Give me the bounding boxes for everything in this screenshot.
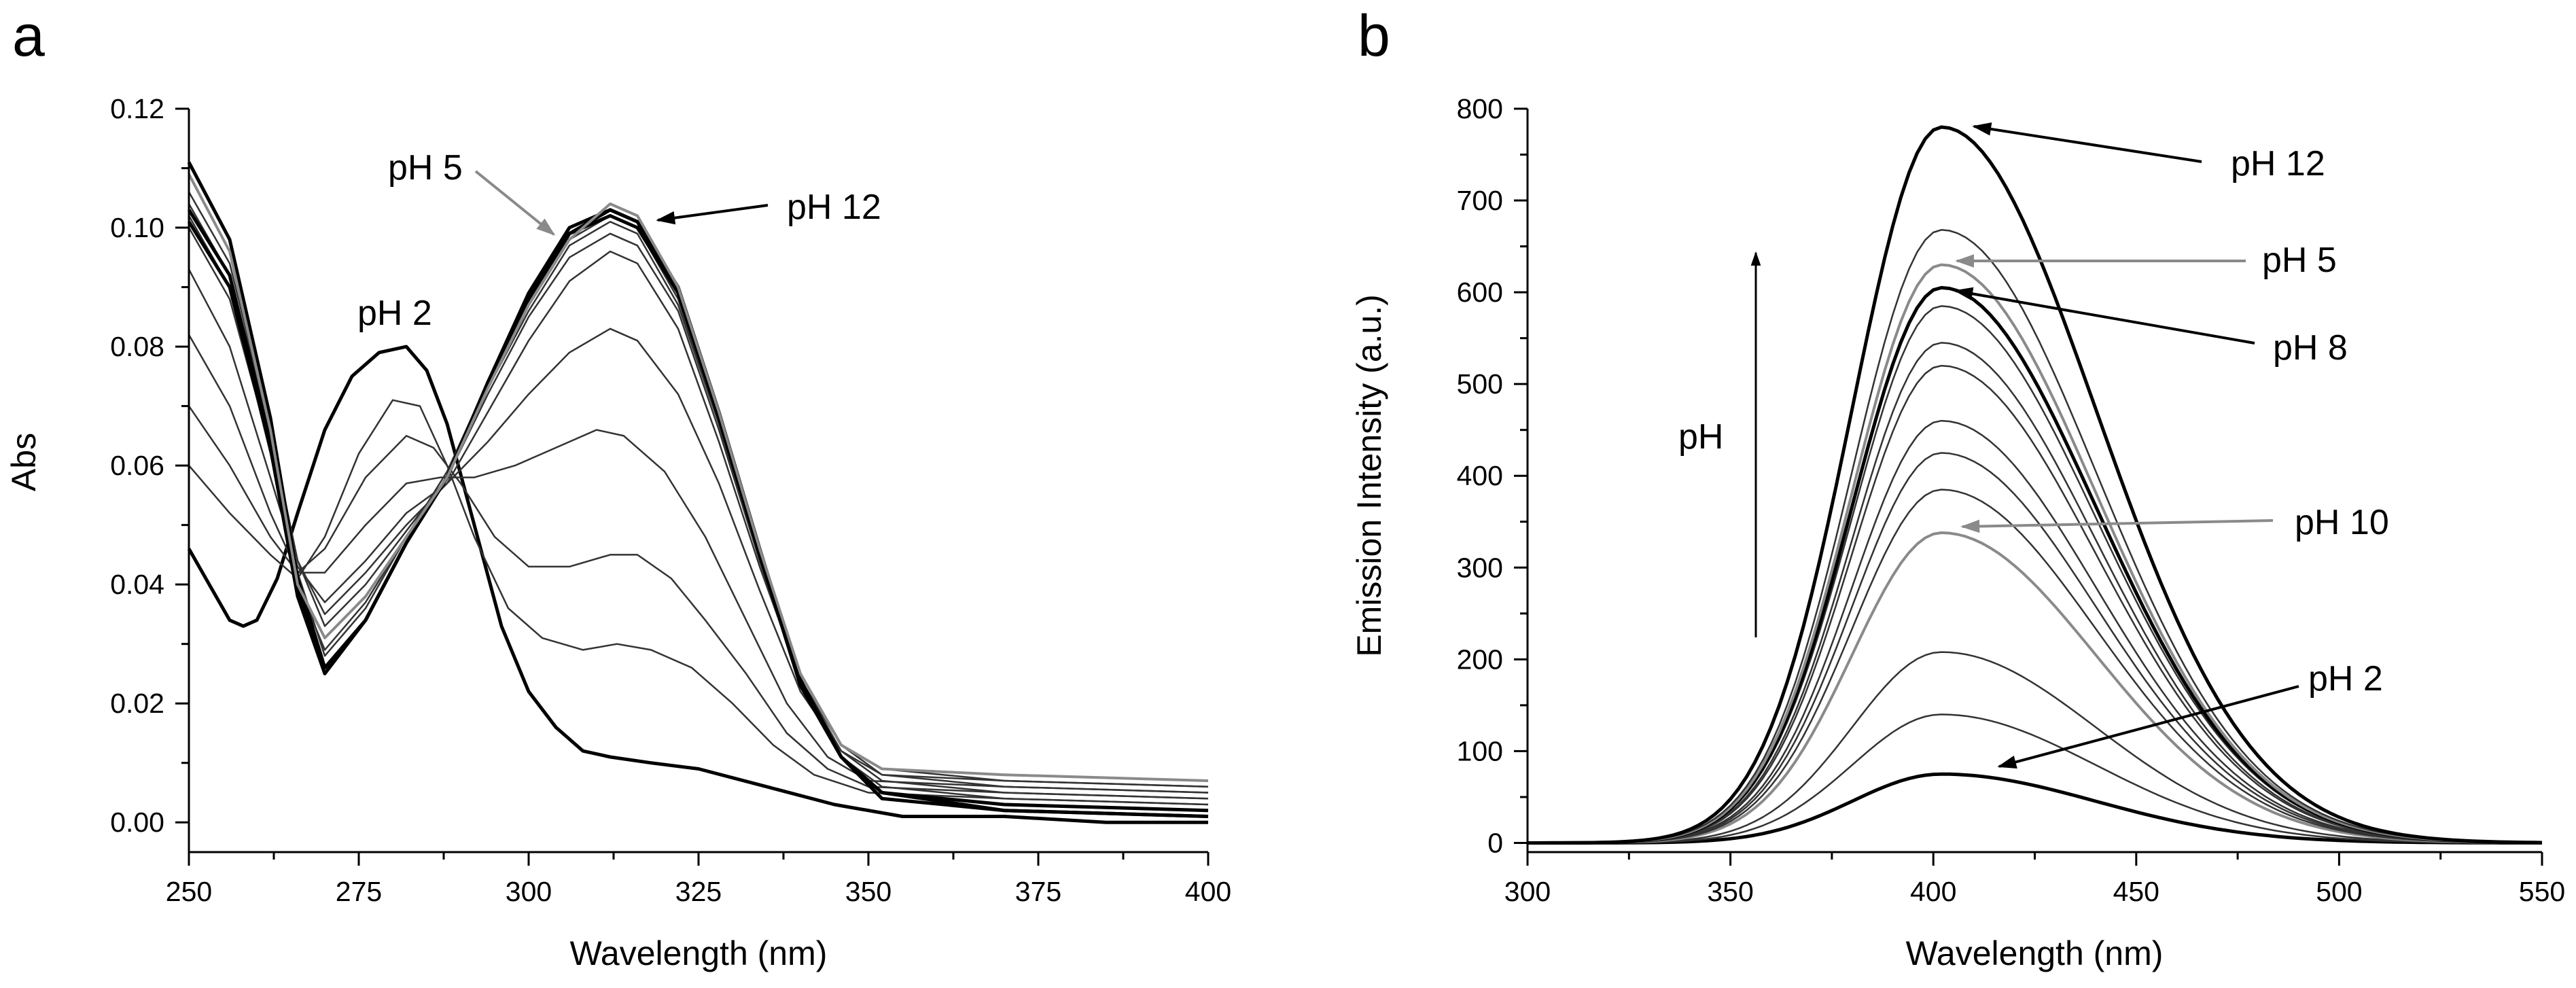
panel-b-chart: 300 350 400 450 500 550 0 100 200 300 400 500 600 700…	[1350, 93, 2565, 972]
y-tick-label-a: 0.12	[110, 93, 164, 124]
series-line-a-ph-5-grey-	[188, 173, 1209, 782]
panel-a-axes: 250 275 300 325 350 375 400 0.00 0.02 0.04 0.06 0.0…	[110, 93, 1231, 907]
series-line-b-ph-4	[1528, 651, 2543, 844]
annotation-b-ph10: pH 10	[2295, 503, 2389, 542]
arrow-b-ph2	[1997, 685, 2299, 769]
series-line-a-ph-12	[187, 208, 1209, 818]
y-tick-label-b: 800	[1457, 93, 1503, 124]
series-line-a-ph-9	[188, 191, 1209, 806]
series-line-a-ph-7	[188, 203, 1209, 794]
y-tick-label-b: 0	[1487, 827, 1503, 858]
x-tick-label-a: 375	[1015, 876, 1061, 907]
series-line-b-ph-11	[1528, 229, 2543, 844]
series-line-b-ph-7-5	[1528, 305, 2543, 844]
annotation-b-ph2: pH 2	[2308, 659, 2383, 699]
arrow-a-ph12	[656, 204, 769, 225]
panel-b-label: b	[1358, 3, 1390, 69]
panel-a-y-axis-title: Abs	[5, 433, 43, 491]
y-tick-label-b: 200	[1457, 643, 1503, 675]
annotation-b-ph-trend: pH	[1678, 417, 1723, 457]
series-line-a-ph-11	[187, 209, 1209, 818]
series-line-a-ph-10	[187, 161, 1209, 813]
annotation-a-ph5: pH 5	[388, 148, 463, 188]
x-tick-label-a: 400	[1185, 876, 1231, 907]
y-tick-label-b: 100	[1457, 735, 1503, 766]
panel-a-x-axis-title: Wavelength (nm)	[570, 934, 828, 972]
y-tick-label-a: 0.02	[110, 688, 164, 719]
series-line-b-ph-9	[1528, 489, 2542, 844]
x-tick-label-a: 325	[675, 876, 722, 907]
panel-b-x-axis-title: Wavelength (nm)	[1906, 934, 2164, 972]
annotation-b-ph8: pH 8	[2273, 328, 2348, 368]
panel-a-series-group	[187, 161, 1209, 824]
arrow-a-ph5	[474, 170, 556, 236]
series-line-a-ph-8	[188, 215, 1209, 800]
x-tick-label-a: 350	[845, 876, 892, 907]
arrow-b-ph10	[1960, 519, 2274, 533]
series-line-a-ph-4	[188, 405, 1209, 800]
series-line-a-ph-2	[187, 345, 1208, 824]
y-tick-label-a: 0.08	[110, 331, 164, 362]
y-tick-label-a: 0.00	[110, 807, 164, 838]
x-tick-label-b: 550	[2519, 876, 2565, 907]
x-tick-label-b: 500	[2316, 876, 2362, 907]
panel-b-axes: 300 350 400 450 500 550 0 100 200 300 400 500 600 700…	[1457, 93, 2566, 907]
series-line-a-ph-6	[188, 227, 1209, 788]
y-tick-label-b: 400	[1457, 460, 1503, 491]
arrow-b-ph8	[1954, 287, 2255, 345]
series-line-a-ph-4-5	[188, 334, 1209, 794]
y-tick-label-b: 300	[1457, 552, 1503, 583]
annotation-b-ph5: pH 5	[2262, 241, 2337, 280]
y-tick-label-b: 500	[1457, 368, 1503, 400]
series-line-b-ph-6	[1528, 419, 2543, 844]
panel-a-label: a	[12, 3, 45, 69]
panel-a-annotations: pH 5 pH 12 pH 2	[357, 148, 881, 333]
series-line-b-ph-2	[1528, 772, 2542, 845]
annotation-a-ph2: pH 2	[357, 294, 432, 333]
panel-a-chart: 250 275 300 325 350 375 400 0.00 0.02 0.04 0.06 0.0…	[5, 93, 1231, 972]
y-tick-label-a: 0.06	[110, 450, 164, 481]
panel-b-series-group	[1528, 125, 2543, 845]
series-line-b-ph-3	[1528, 713, 2542, 844]
series-line-b-ph-12	[1528, 125, 2543, 845]
x-tick-label-a: 275	[336, 876, 382, 907]
series-line-b-ph-8	[1528, 285, 2543, 845]
x-tick-label-a: 250	[166, 876, 212, 907]
annotation-a-ph12: pH 12	[787, 188, 881, 227]
x-tick-label-b: 300	[1504, 876, 1551, 907]
panel-b-y-axis-title: Emission Intensity (a.u.)	[1350, 294, 1388, 657]
arrow-b-ph12	[1972, 122, 2202, 163]
x-tick-label-a: 300	[506, 876, 552, 907]
x-tick-label-b: 450	[2113, 876, 2159, 907]
series-line-b-ph-10	[1528, 531, 2543, 845]
x-tick-label-b: 350	[1707, 876, 1753, 907]
y-tick-label-a: 0.10	[110, 212, 164, 243]
y-tick-label-a: 0.04	[110, 569, 164, 600]
y-tick-label-b: 700	[1457, 185, 1503, 216]
annotation-b-ph12: pH 12	[2231, 144, 2325, 183]
series-line-a-ph-3	[188, 399, 1209, 806]
x-tick-label-b: 400	[1910, 876, 1956, 907]
y-tick-label-b: 600	[1457, 277, 1503, 308]
panel-b-annotations: pH 12 pH 5 pH 8 pH 10 pH 2 pH	[1678, 122, 2389, 769]
